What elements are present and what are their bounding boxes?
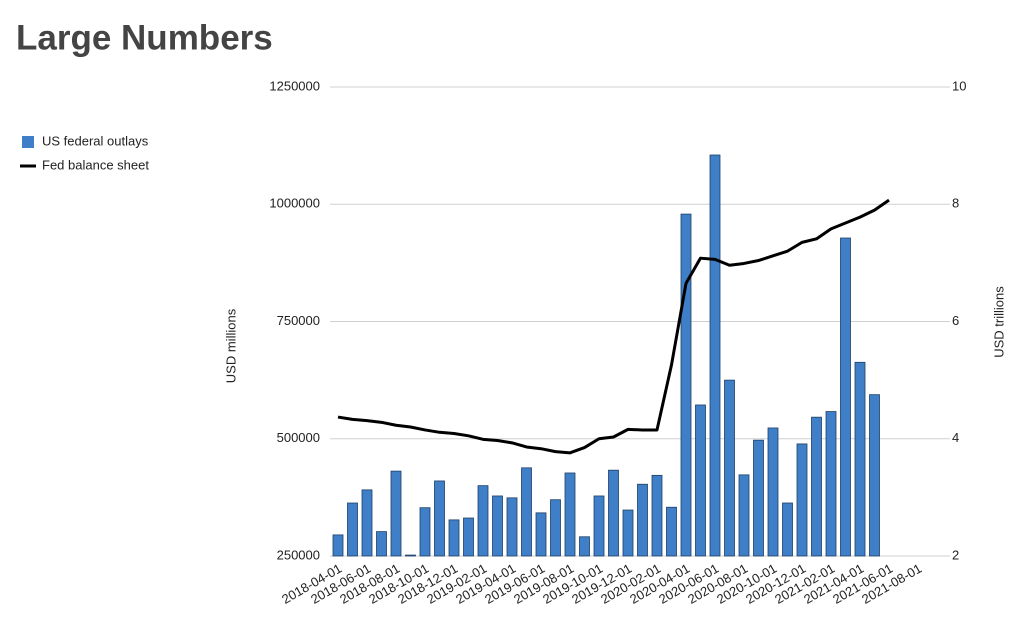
bar [463, 517, 474, 557]
bar [564, 472, 576, 557]
chart-title: Large Numbers [16, 18, 273, 57]
bar [782, 502, 793, 557]
bar [738, 474, 750, 557]
bar [434, 480, 445, 557]
y-tick-label: 1250000 [269, 78, 320, 93]
bar [869, 394, 880, 557]
bar [637, 483, 648, 557]
legend-label: Fed balance sheet [42, 157, 149, 172]
bar [332, 534, 344, 557]
bar [492, 495, 503, 557]
y-tick-label: 500000 [277, 430, 320, 445]
bar [854, 361, 866, 557]
y2-axis-title: USD trillions [991, 286, 1006, 358]
bar [550, 499, 561, 557]
legend-swatch [22, 136, 34, 148]
y2-tick-label: 2 [952, 547, 959, 562]
bar [825, 411, 837, 557]
bar [622, 509, 634, 557]
y2-tick-label: 10 [952, 78, 966, 93]
bar [390, 470, 402, 557]
y2-tick-label: 4 [952, 430, 959, 445]
bar [477, 485, 489, 557]
bar [724, 379, 735, 557]
bar [535, 512, 547, 557]
bar [666, 506, 677, 557]
legend-label: US federal outlays [42, 133, 149, 148]
y2-tick-label: 8 [952, 196, 959, 211]
bar [811, 416, 822, 557]
bar [796, 443, 808, 557]
bar [579, 536, 590, 557]
y-tick-label: 1000000 [269, 196, 320, 211]
bar [695, 404, 706, 557]
y-axis-title: USD millions [223, 308, 238, 383]
bar [767, 427, 779, 557]
bar [448, 519, 460, 557]
bar [840, 237, 851, 557]
bar [608, 469, 619, 557]
y-tick-label: 250000 [277, 547, 320, 562]
bar [376, 531, 387, 557]
bar [521, 467, 532, 557]
bar [405, 554, 416, 557]
y2-tick-label: 6 [952, 313, 959, 328]
line [337, 198, 890, 455]
bar [506, 497, 518, 557]
bar [680, 213, 692, 557]
bar [361, 489, 373, 557]
y-tick-label: 750000 [277, 313, 320, 328]
bar [347, 502, 358, 557]
bar [419, 507, 431, 557]
bar [709, 154, 721, 557]
bar [593, 495, 605, 557]
bar [651, 474, 663, 557]
bar [753, 439, 764, 557]
